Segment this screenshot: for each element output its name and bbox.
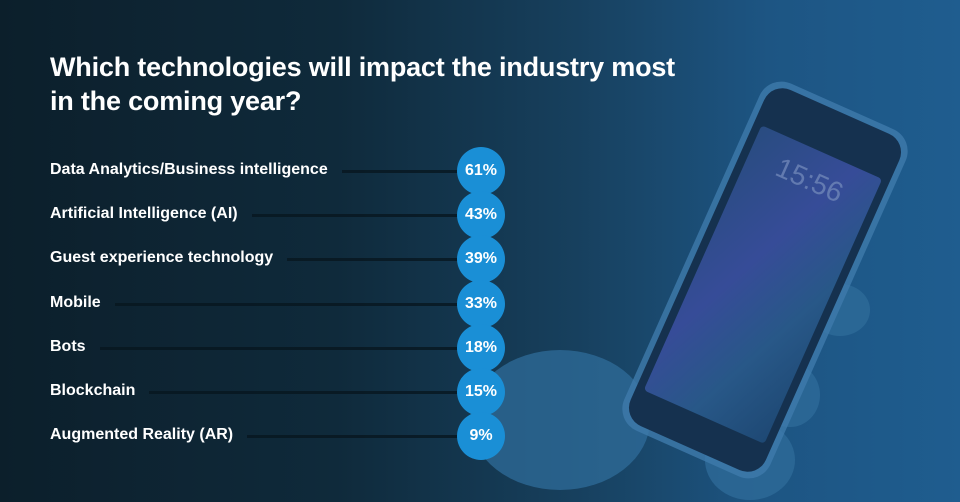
title-line-1: Which technologies will impact the indus… bbox=[50, 52, 675, 82]
category-label: Mobile bbox=[50, 293, 101, 311]
phone: 15:56 bbox=[622, 81, 908, 479]
category-label: Bots bbox=[50, 337, 86, 355]
connector-line bbox=[342, 170, 470, 173]
value-bubble: 9% bbox=[457, 412, 505, 461]
value-bubble: 33% bbox=[457, 279, 505, 328]
value-bubble: 43% bbox=[457, 191, 505, 240]
chart-row: Guest experience technology 39% bbox=[50, 235, 510, 284]
chart-row: Bots 18% bbox=[50, 323, 510, 372]
chart-row: Data Analytics/Business intelligence 61% bbox=[50, 147, 510, 195]
value-bubble: 15% bbox=[457, 368, 505, 416]
value-bubble: 61% bbox=[457, 147, 505, 195]
chart-row: Blockchain 15% bbox=[50, 368, 510, 416]
connector-line bbox=[287, 258, 470, 262]
connector-line bbox=[149, 391, 470, 394]
chart-title: Which technologies will impact the indus… bbox=[50, 50, 750, 118]
title-line-2: in the coming year? bbox=[50, 86, 302, 116]
value-bubble: 39% bbox=[457, 235, 505, 284]
chart-row: Artificial Intelligence (AI) 43% bbox=[50, 191, 510, 240]
category-label: Data Analytics/Business intelligence bbox=[50, 161, 328, 178]
chart-row: Mobile 33% bbox=[50, 279, 510, 328]
category-label: Guest experience technology bbox=[50, 249, 274, 267]
connector-line bbox=[100, 346, 470, 350]
connector-line bbox=[252, 214, 470, 218]
value-bubble: 18% bbox=[457, 323, 505, 372]
connector-line bbox=[115, 302, 470, 306]
category-label: Artificial Intelligence (AI) bbox=[50, 205, 238, 223]
category-label: Augmented Reality (AR) bbox=[50, 426, 234, 444]
chart-row: Augmented Reality (AR) 9% bbox=[50, 412, 510, 461]
category-label: Blockchain bbox=[50, 382, 136, 399]
connector-line bbox=[247, 435, 470, 439]
